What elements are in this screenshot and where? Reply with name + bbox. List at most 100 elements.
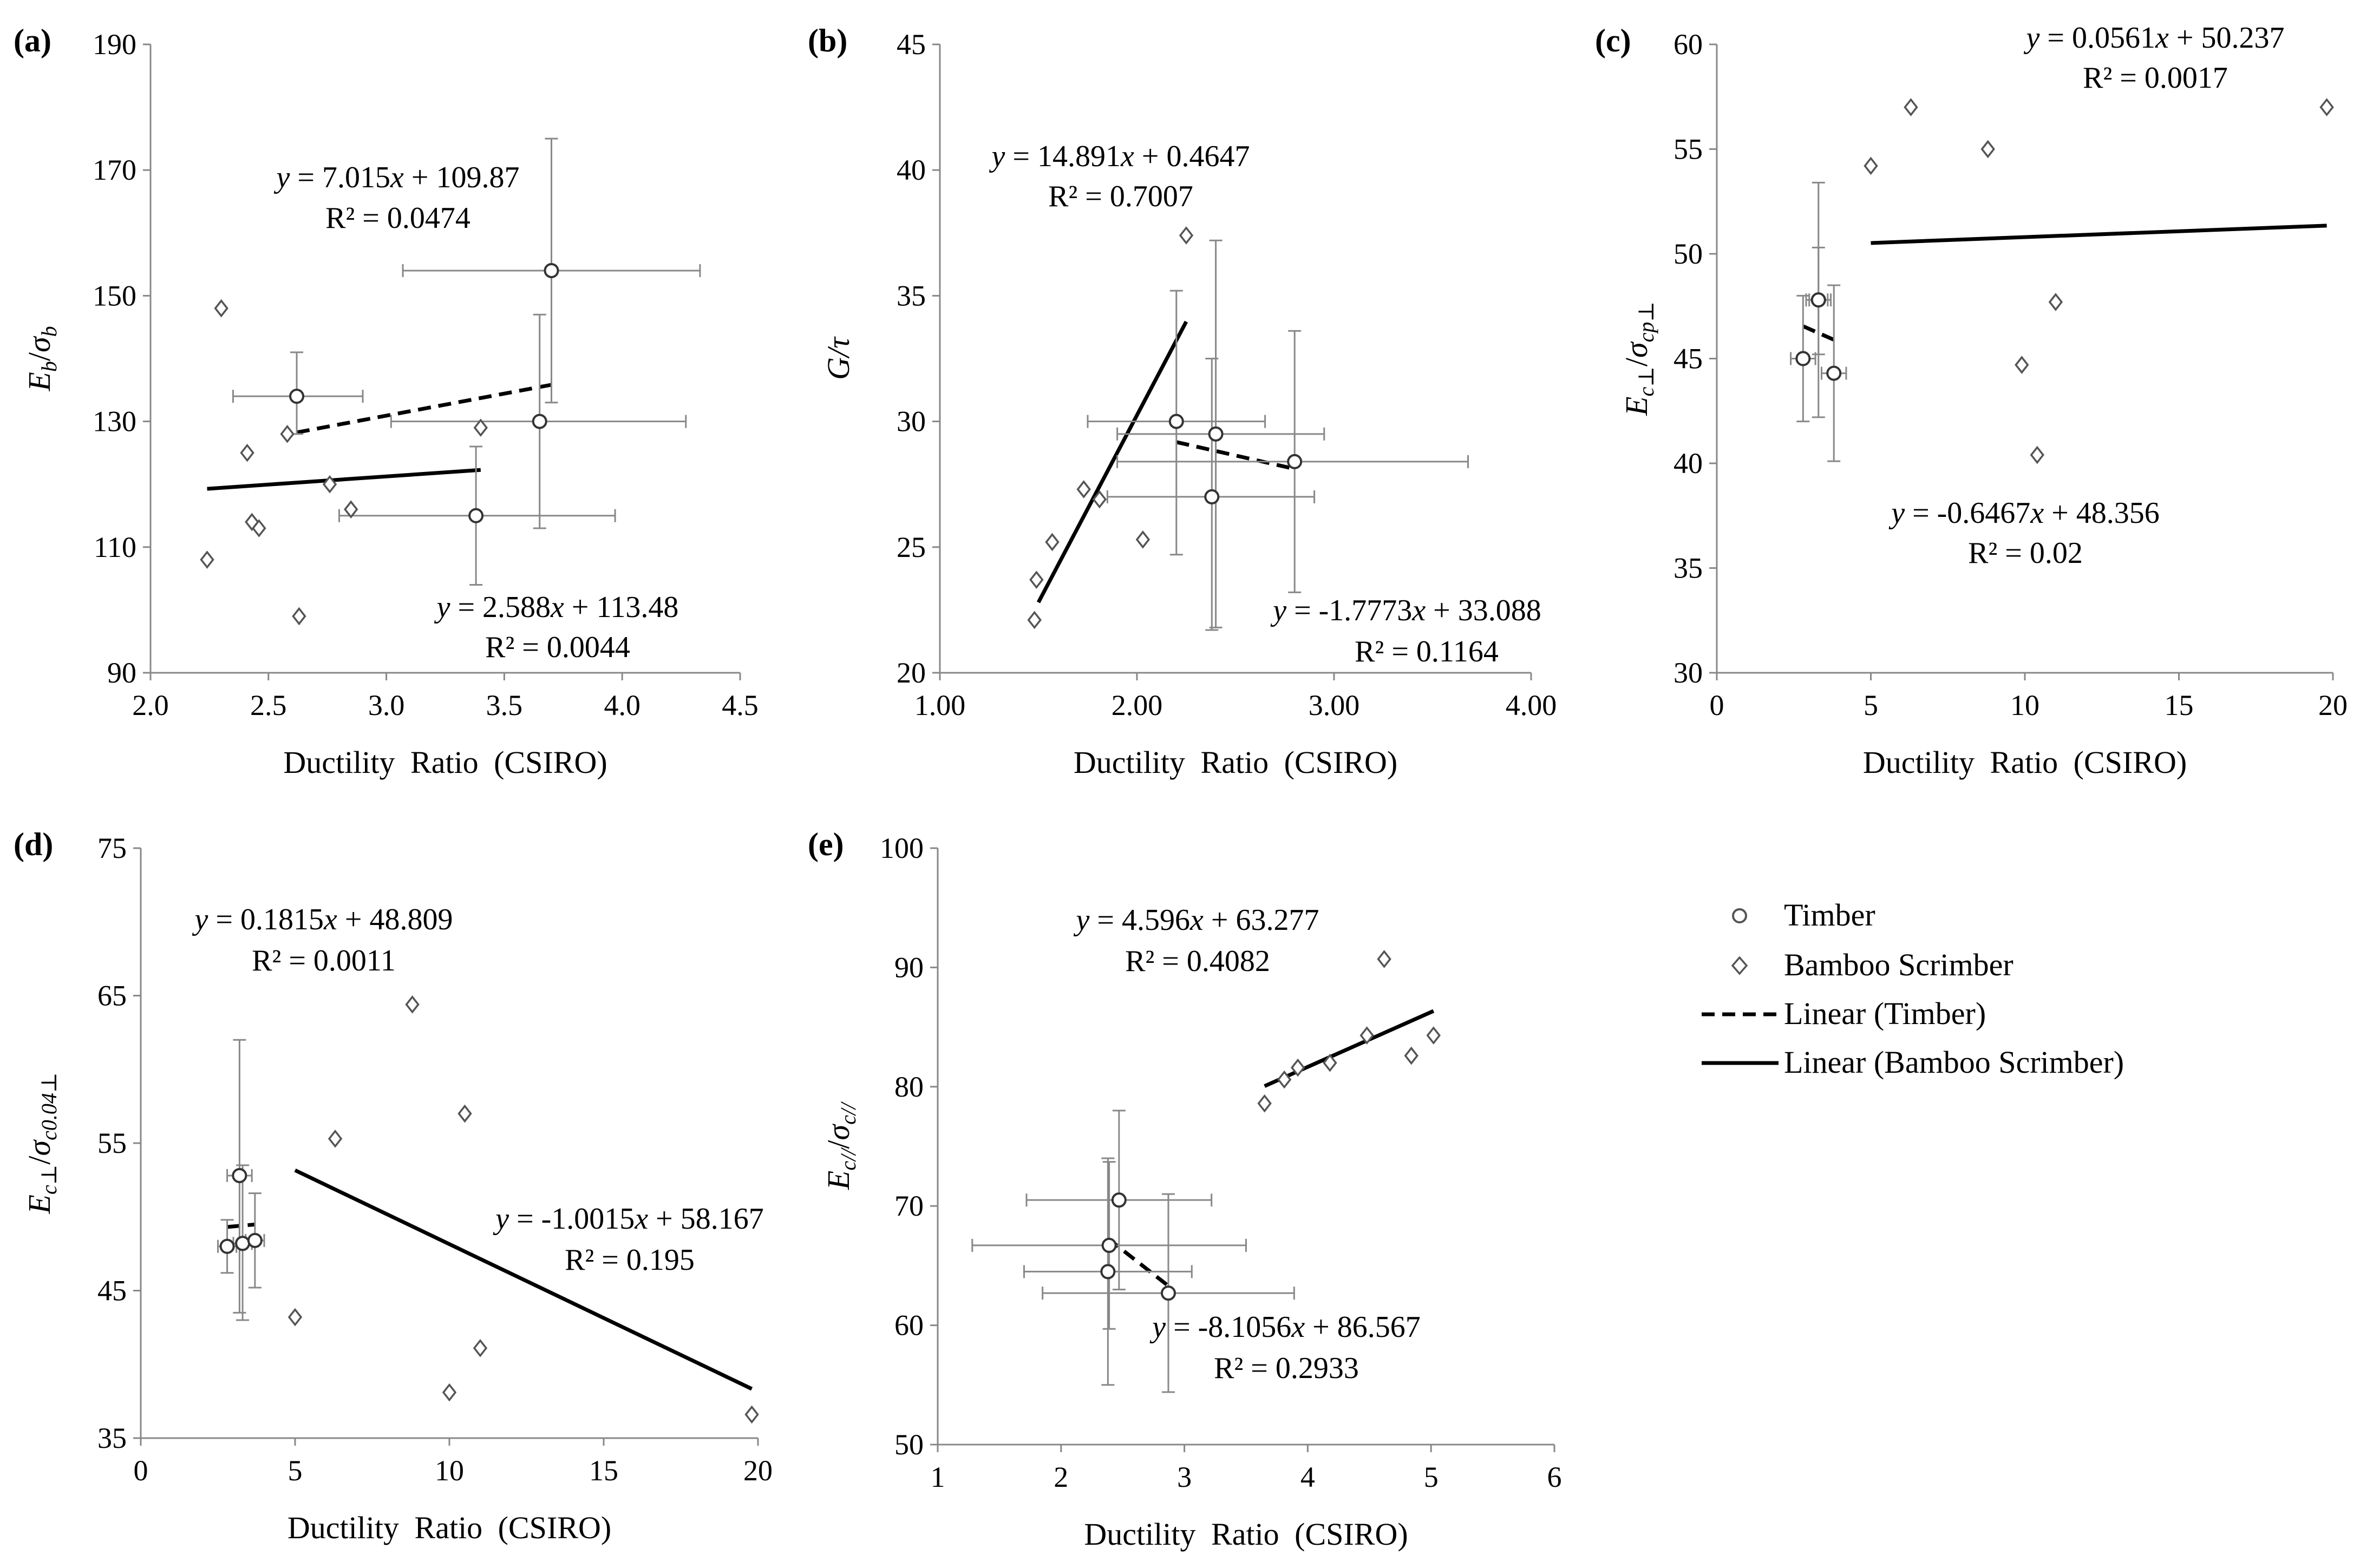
timber-point	[532, 414, 547, 429]
bamboo-point	[1377, 950, 1391, 968]
y-axis-label-part: σ	[22, 336, 57, 352]
legend-linear-bamboo-label: Linear (Bamboo Scrimber)	[1784, 1045, 2124, 1080]
equation-timber: y = -8.1056x + 86.567	[1149, 1310, 1421, 1344]
panel-label: (e)	[808, 826, 844, 862]
x-tick-label: 6	[1547, 1461, 1562, 1493]
fit-line-timber	[227, 1222, 256, 1229]
x-tick-label: 0	[1710, 689, 1724, 721]
y-tick-label: 30	[897, 405, 926, 438]
x-tick-label: 3.00	[1309, 689, 1360, 721]
y-tick-label: 50	[1673, 238, 1703, 270]
x-axis-label: Ductility Ratio (CSIRO)	[1863, 745, 2187, 780]
y-axis-label-part: E	[22, 372, 57, 391]
bamboo-point	[405, 995, 420, 1014]
y-axis-label-slash: /	[22, 352, 57, 361]
timber-point	[1204, 489, 1220, 504]
bamboo-point	[473, 1339, 488, 1357]
y-tick-label: 55	[1673, 133, 1703, 166]
y-tick-label: 150	[93, 279, 136, 312]
equation-timber: y = 7.015x + 109.87	[274, 161, 520, 194]
y-tick-label: 75	[97, 832, 127, 864]
x-tick-label: 15	[2165, 689, 2194, 721]
x-tick-label: 2.5	[250, 689, 287, 721]
bamboo-point	[1092, 490, 1107, 509]
x-tick-label: 2.0	[132, 689, 169, 721]
timber-point	[1795, 351, 1811, 366]
y-axis-label-part: σ	[821, 1124, 856, 1140]
r2-bamboo: R² = 0.0017	[2083, 61, 2228, 95]
x-tick-label: 3.0	[368, 689, 405, 721]
timber-point	[1826, 365, 1842, 381]
fit-line-bamboo	[1264, 1009, 1435, 1088]
panel-c-chart: 30 35 40 45 50 55 60 0 5 10 15 20 (c) Ductility Ratio…	[1595, 21, 2348, 780]
bamboo-point	[457, 1104, 472, 1123]
y-tick-label: 55	[97, 1127, 127, 1159]
y-axis-label: G/τ	[821, 336, 856, 380]
x-tick-label: 4.5	[722, 689, 759, 721]
timber-point	[1101, 1237, 1117, 1253]
equation-bamboo: y = 2.588x + 113.48	[434, 591, 679, 624]
equation-bamboo: y = 14.891x + 0.4647	[989, 140, 1250, 173]
bamboo-point	[2015, 356, 2029, 374]
y-axis-label: Ec⊥/σcp⊥	[1619, 301, 1658, 416]
fit-line-bamboo	[1871, 224, 2327, 245]
y-axis-label-slash: /	[22, 1156, 57, 1165]
y-axis-label-subscript: b	[37, 326, 61, 337]
r2-bamboo: R² = 0.4082	[1125, 944, 1270, 978]
y-axis-label-part: E	[22, 1195, 57, 1214]
bamboo-point	[240, 443, 254, 462]
x-axis-label: Ductility Ratio (CSIRO)	[1074, 745, 1397, 780]
bamboo-point	[328, 1129, 343, 1148]
timber-point	[1111, 1192, 1127, 1208]
y-tick-label: 25	[897, 531, 926, 563]
bamboo-point	[1426, 1026, 1441, 1045]
panel-d-chart: 35 45 55 65 75 0 5 10 15 20 (d) Ductility Ratio (CS…	[14, 826, 773, 1545]
r2-bamboo: R² = 0.195	[565, 1243, 695, 1277]
legend-timber-label: Timber	[1784, 897, 1875, 933]
y-tick-label: 90	[107, 657, 136, 689]
fit-line-bamboo	[294, 1168, 753, 1391]
y-axis-label-part: E	[821, 1171, 856, 1190]
timber-point	[247, 1232, 263, 1248]
y-axis-label-subscript: cp⊥	[1634, 301, 1658, 342]
equation-bamboo: y = -1.0015x + 58.167	[493, 1202, 764, 1236]
r2-bamboo: R² = 0.0044	[485, 631, 630, 664]
x-axis-label: Ductility Ratio (CSIRO)	[1084, 1517, 1408, 1552]
r2-timber: R² = 0.2933	[1214, 1352, 1359, 1385]
y-tick-label: 60	[1673, 28, 1703, 61]
bamboo-point	[473, 418, 488, 437]
y-tick-label: 30	[1673, 657, 1703, 689]
y-axis-label-subscript: b	[37, 361, 61, 372]
legend-item-linear-bamboo: Linear (Bamboo Scrimber)	[1702, 1045, 2124, 1080]
panel-label: (c)	[1595, 23, 1631, 58]
legend-timber-marker	[1732, 908, 1747, 923]
equation-timber: y = -0.6467x + 48.356	[1888, 496, 2160, 530]
bamboo-point	[252, 519, 266, 537]
y-axis-label: Eb/σb	[22, 326, 61, 391]
equation-timber: y = -1.7773x + 33.088	[1270, 594, 1541, 627]
y-tick-label: 45	[1673, 343, 1703, 375]
y-axis-label-part: G/τ	[821, 336, 856, 380]
y-tick-label: 100	[880, 832, 924, 864]
fit-line-timber	[296, 383, 552, 435]
timber-point	[1168, 414, 1184, 429]
bamboo-point	[1027, 611, 1042, 629]
timber-point	[219, 1238, 235, 1254]
y-axis-label-part: σ	[1619, 341, 1654, 358]
legend-bamboo-label: Bamboo Scrimber	[1784, 947, 2013, 982]
y-axis-label: Ec⊥/σc0.04⊥	[22, 1073, 61, 1215]
x-tick-label: 3.5	[486, 689, 523, 721]
y-axis-label-subscript: c⊥	[1634, 366, 1658, 396]
bamboo-point	[1904, 98, 1918, 116]
bamboo-point	[1864, 156, 1878, 175]
timber-point	[289, 389, 305, 404]
r2-bamboo: R² = 0.7007	[1048, 180, 1193, 213]
y-tick-label: 45	[897, 28, 926, 61]
bamboo-point	[1076, 480, 1091, 498]
legend-bamboo-marker	[1731, 956, 1748, 975]
y-axis-label-subscript: c//	[836, 1147, 860, 1171]
bamboo-point	[1359, 1026, 1374, 1045]
bamboo-point	[344, 500, 358, 519]
x-tick-label: 5	[1864, 689, 1878, 721]
